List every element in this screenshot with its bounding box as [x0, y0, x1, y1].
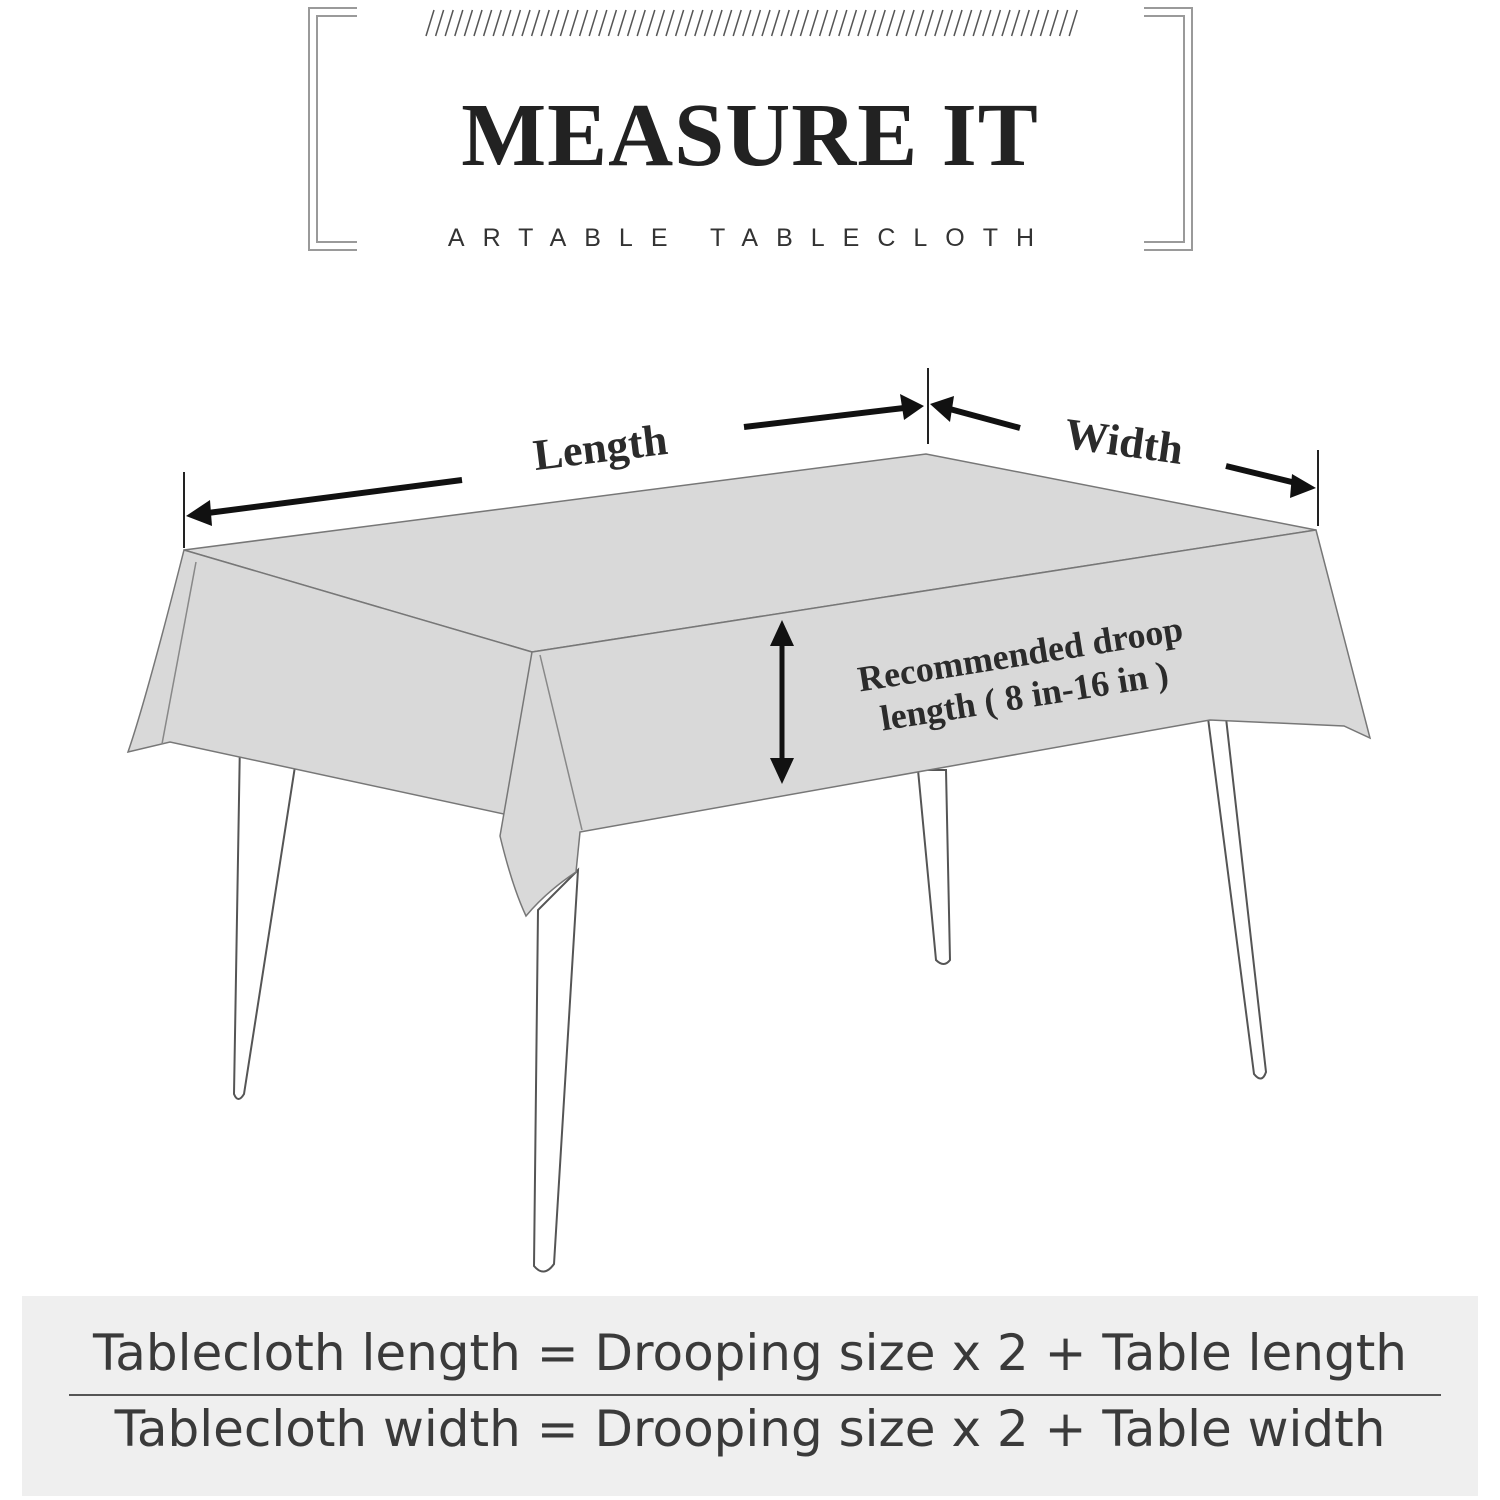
hatch-stroke — [425, 9, 435, 37]
hatch-stroke — [1020, 9, 1030, 37]
page-title: MEASURE IT — [461, 86, 1039, 185]
hatch-stroke — [1068, 9, 1078, 37]
hatch-stroke — [876, 9, 886, 37]
hatch-stroke — [1058, 9, 1069, 37]
table-leg-front-left — [232, 738, 298, 1100]
hatch-stroke — [569, 9, 579, 37]
hatch-stroke — [454, 9, 464, 37]
hatch-stroke — [943, 9, 954, 37]
hatch-stroke — [914, 9, 925, 37]
hatch-stroke — [578, 9, 589, 37]
hatch-stroke — [895, 9, 906, 37]
tablecloth-front-drape — [499, 529, 1372, 918]
hatch-stroke — [626, 9, 637, 37]
table-leg-back-right — [1206, 717, 1268, 1080]
hatch-stroke — [1049, 9, 1059, 37]
hatch-stroke — [588, 9, 598, 37]
table-diagram: Length Width Recommended droop length ( … — [126, 368, 1372, 1273]
hatch-stroke — [857, 9, 867, 37]
hatch-stroke — [991, 9, 1002, 37]
hatch-stroke — [1039, 9, 1050, 37]
droop-arrowhead-bottom — [770, 758, 794, 784]
left-bracket-frame — [308, 7, 357, 251]
hatch-stroke — [722, 9, 733, 37]
hatch-stroke — [492, 9, 502, 37]
hatch-stroke — [982, 9, 992, 37]
hatch-stroke — [559, 9, 570, 37]
hatch-stroke — [521, 9, 531, 37]
hatch-stroke — [1010, 9, 1021, 37]
hatch-stroke — [694, 9, 704, 37]
hatch-stroke — [502, 9, 512, 37]
hatch-stroke — [790, 9, 800, 37]
hatch-stroke — [905, 9, 915, 37]
hatch-stroke — [550, 9, 560, 37]
hatch-stroke — [684, 9, 694, 37]
length-formula: Tablecloth length = Drooping size x 2 + … — [93, 1324, 1407, 1382]
hatch-stroke — [703, 9, 714, 37]
hatch-stroke — [636, 9, 646, 37]
hatch-stroke — [934, 9, 944, 37]
tablecloth-side-drape — [126, 549, 580, 831]
width-arrowhead-right — [1290, 474, 1316, 498]
hatch-stroke — [828, 9, 838, 37]
length-arrowhead-right — [900, 394, 924, 420]
hatch-stroke — [655, 9, 666, 37]
hatch-stroke — [617, 9, 627, 37]
hatch-stroke — [540, 9, 550, 37]
droop-arrowhead-top — [770, 620, 794, 646]
length-arrowhead-left — [186, 500, 212, 526]
width-label: Width — [1061, 409, 1186, 474]
hatch-stroke — [732, 9, 742, 37]
formula-box: Tablecloth length = Drooping size x 2 + … — [22, 1296, 1478, 1496]
hatch-stroke — [434, 9, 445, 37]
length-arrow-left-line — [199, 477, 463, 517]
hatch-stroke — [1030, 9, 1040, 37]
hatch-stroke — [473, 9, 483, 37]
hatch-stroke — [924, 9, 934, 37]
hatch-stroke — [674, 9, 685, 37]
hatch-stroke — [1001, 9, 1011, 37]
width-arrow-right-line — [1225, 463, 1301, 487]
hatch-stroke — [761, 9, 771, 37]
hatch-stroke — [742, 9, 752, 37]
hatch-stroke — [866, 9, 877, 37]
width-arrow-left-line — [945, 405, 1021, 431]
width-formula: Tablecloth width = Drooping size x 2 + T… — [114, 1400, 1386, 1458]
right-bracket-frame — [1144, 7, 1193, 251]
table-leg-front-right — [532, 867, 580, 1273]
hatch-stroke — [665, 9, 675, 37]
length-arrow-right-line — [743, 405, 905, 430]
formula-divider — [69, 1394, 1441, 1396]
hatch-stroke — [530, 9, 541, 37]
length-label: Length — [531, 415, 670, 480]
width-arrowhead-left — [930, 396, 954, 422]
page-subtitle: ARTABLE TABLECLOTH — [447, 224, 1053, 252]
hatch-decoration — [425, 9, 1078, 37]
hatch-stroke — [444, 9, 454, 37]
hatch-stroke — [847, 9, 858, 37]
hatch-stroke — [953, 9, 963, 37]
hatch-stroke — [799, 9, 810, 37]
hatch-stroke — [886, 9, 896, 37]
hatch-stroke — [818, 9, 829, 37]
hatch-stroke — [838, 9, 848, 37]
hatch-stroke — [809, 9, 819, 37]
hatch-stroke — [463, 9, 474, 37]
table-leg-back-left — [916, 769, 952, 965]
hatch-stroke — [972, 9, 982, 37]
hatch-stroke — [646, 9, 656, 37]
hatch-stroke — [770, 9, 781, 37]
hatch-stroke — [482, 9, 493, 37]
hatch-stroke — [780, 9, 790, 37]
hatch-stroke — [751, 9, 762, 37]
hatch-stroke — [607, 9, 618, 37]
hatch-stroke — [713, 9, 723, 37]
hatch-stroke — [511, 9, 522, 37]
hatch-stroke — [962, 9, 973, 37]
hatch-stroke — [598, 9, 608, 37]
